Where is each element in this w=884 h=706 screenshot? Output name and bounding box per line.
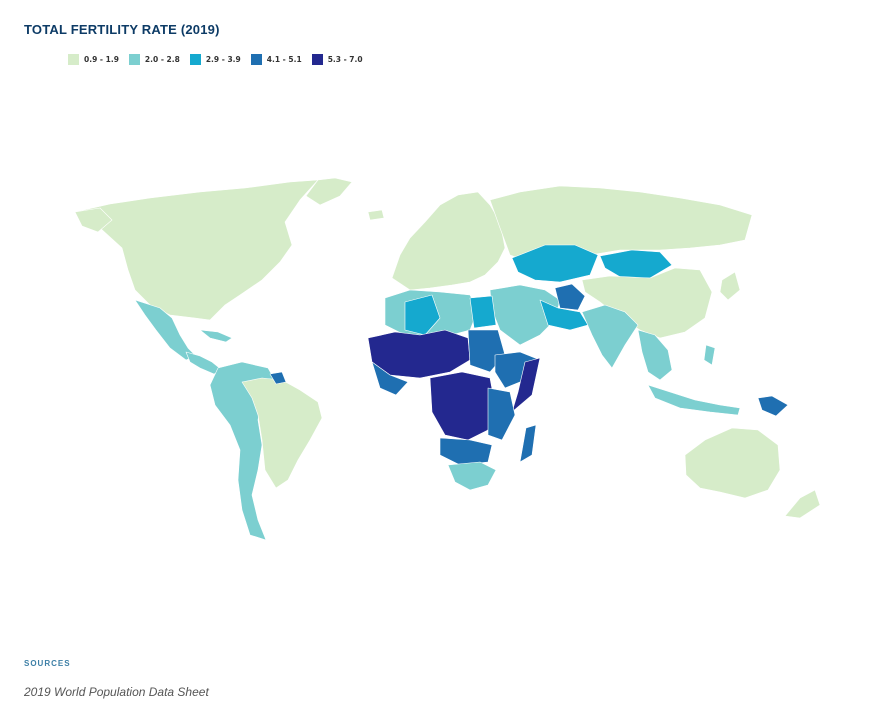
region-russia[interactable] [489, 185, 753, 263]
region-australia[interactable] [684, 427, 781, 499]
legend-label: 4.1 - 5.1 [266, 55, 302, 64]
region-europe[interactable] [391, 191, 506, 291]
region-algeria-libya[interactable] [404, 294, 441, 336]
region-middle-east[interactable] [489, 284, 561, 346]
legend: 0.9 - 1.9 2.0 - 2.8 2.9 - 3.9 4.1 - 5.1 … [68, 54, 373, 65]
region-madagascar[interactable] [519, 424, 537, 463]
legend-swatch [68, 54, 79, 65]
legend-label: 2.0 - 2.8 [144, 55, 180, 64]
map-title: TOTAL FERTILITY RATE (2019) [24, 22, 220, 37]
region-egypt[interactable] [469, 295, 497, 329]
region-east-africa[interactable] [487, 387, 516, 441]
legend-item: 2.9 - 3.9 [189, 54, 241, 65]
region-southern-africa[interactable] [447, 461, 497, 491]
legend-item: 2.0 - 2.8 [128, 54, 180, 65]
region-angola-zambia[interactable] [439, 437, 493, 466]
legend-item: 5.3 - 7.0 [311, 54, 363, 65]
region-greenland[interactable] [305, 177, 353, 206]
region-southeast-asia[interactable] [637, 329, 673, 381]
region-brazil[interactable] [241, 377, 323, 489]
region-new-zealand[interactable] [784, 489, 821, 519]
region-philippines[interactable] [703, 344, 716, 366]
region-west-africa[interactable] [371, 361, 409, 396]
region-japan[interactable] [719, 271, 741, 301]
sources-label: SOURCES [24, 659, 71, 668]
legend-label: 0.9 - 1.9 [84, 55, 119, 64]
region-alaska[interactable] [74, 207, 113, 233]
legend-label: 5.3 - 7.0 [327, 55, 363, 64]
region-iceland[interactable] [367, 209, 385, 221]
legend-swatch [189, 54, 201, 65]
legend-item: 4.1 - 5.1 [250, 54, 302, 65]
region-central-africa[interactable] [429, 371, 496, 441]
region-indonesia[interactable] [647, 384, 741, 416]
region-png[interactable] [757, 395, 789, 417]
region-china[interactable] [581, 267, 713, 339]
legend-swatch [250, 54, 262, 65]
region-somalia[interactable] [511, 357, 541, 413]
legend-swatch [128, 54, 140, 65]
legend-swatch [311, 54, 323, 65]
legend-label: 2.9 - 3.9 [205, 55, 241, 64]
legend-item: 0.9 - 1.9 [68, 54, 119, 65]
region-north-america[interactable] [74, 179, 319, 321]
region-caribbean[interactable] [199, 329, 233, 343]
region-kazakhstan[interactable] [511, 244, 599, 283]
region-mongolia[interactable] [599, 249, 673, 279]
region-afghanistan[interactable] [554, 283, 586, 311]
region-india[interactable] [581, 304, 639, 369]
source-text: 2019 World Population Data Sheet [24, 685, 209, 699]
region-guiana[interactable] [269, 371, 287, 385]
